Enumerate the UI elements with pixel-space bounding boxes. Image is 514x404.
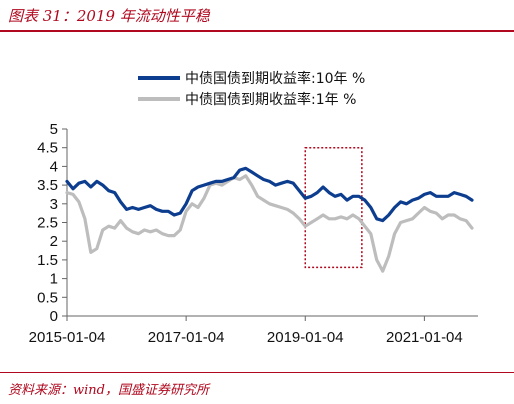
- title-bar: [0, 0, 514, 32]
- series-line-10y: [65, 166, 474, 223]
- legend: 中债国债到期收益率:10年 % 中债国债到期收益率:1年 %: [138, 70, 365, 108]
- highlight-box: [304, 146, 363, 269]
- y-tick-label: 3: [50, 196, 58, 213]
- legend-label-1y: 中债国债到期收益率:1年 %: [185, 91, 356, 108]
- x-tick-label: 2015-01-04: [29, 329, 106, 346]
- y-tick-label: 4: [50, 158, 58, 175]
- y-tick-label: 4.5: [37, 140, 58, 157]
- y-tick-label: 0: [50, 308, 58, 325]
- figure-title: 图表 31：2019 年流动性平稳: [8, 7, 210, 25]
- y-tick-label: 2: [50, 233, 58, 250]
- y-tick-label: 5: [50, 121, 58, 138]
- highlight-rect: [304, 146, 363, 269]
- series-line-1y: [65, 174, 474, 273]
- x-tick-label: 2019-01-04: [267, 329, 344, 346]
- y-tick-label: 3.5: [37, 177, 58, 194]
- x-tick-label: 2017-01-04: [148, 329, 225, 346]
- y-tick-label: 2.5: [37, 215, 58, 232]
- axes: 0 0.51 1.5 22.5 3 3.5 44.5 5 2015-01-04 2017-01-0…: [29, 121, 478, 346]
- source-note: 资料来源：wind，国盛证券研究所: [8, 383, 209, 398]
- legend-label-10y: 中债国债到期收益率:10年 %: [185, 70, 365, 87]
- y-tick-label: 1: [50, 271, 58, 288]
- series-group: [65, 166, 474, 273]
- y-tick-label: 1.5: [37, 252, 58, 269]
- source-divider: [0, 372, 514, 373]
- y-tick-label: 0.5: [37, 289, 58, 306]
- x-tick-label: 2021-01-04: [386, 329, 463, 346]
- line-chart: 中债国债到期收益率:10年 % 中债国债到期收益率:1年 % 0 0.51 1.5 2…: [29, 70, 478, 346]
